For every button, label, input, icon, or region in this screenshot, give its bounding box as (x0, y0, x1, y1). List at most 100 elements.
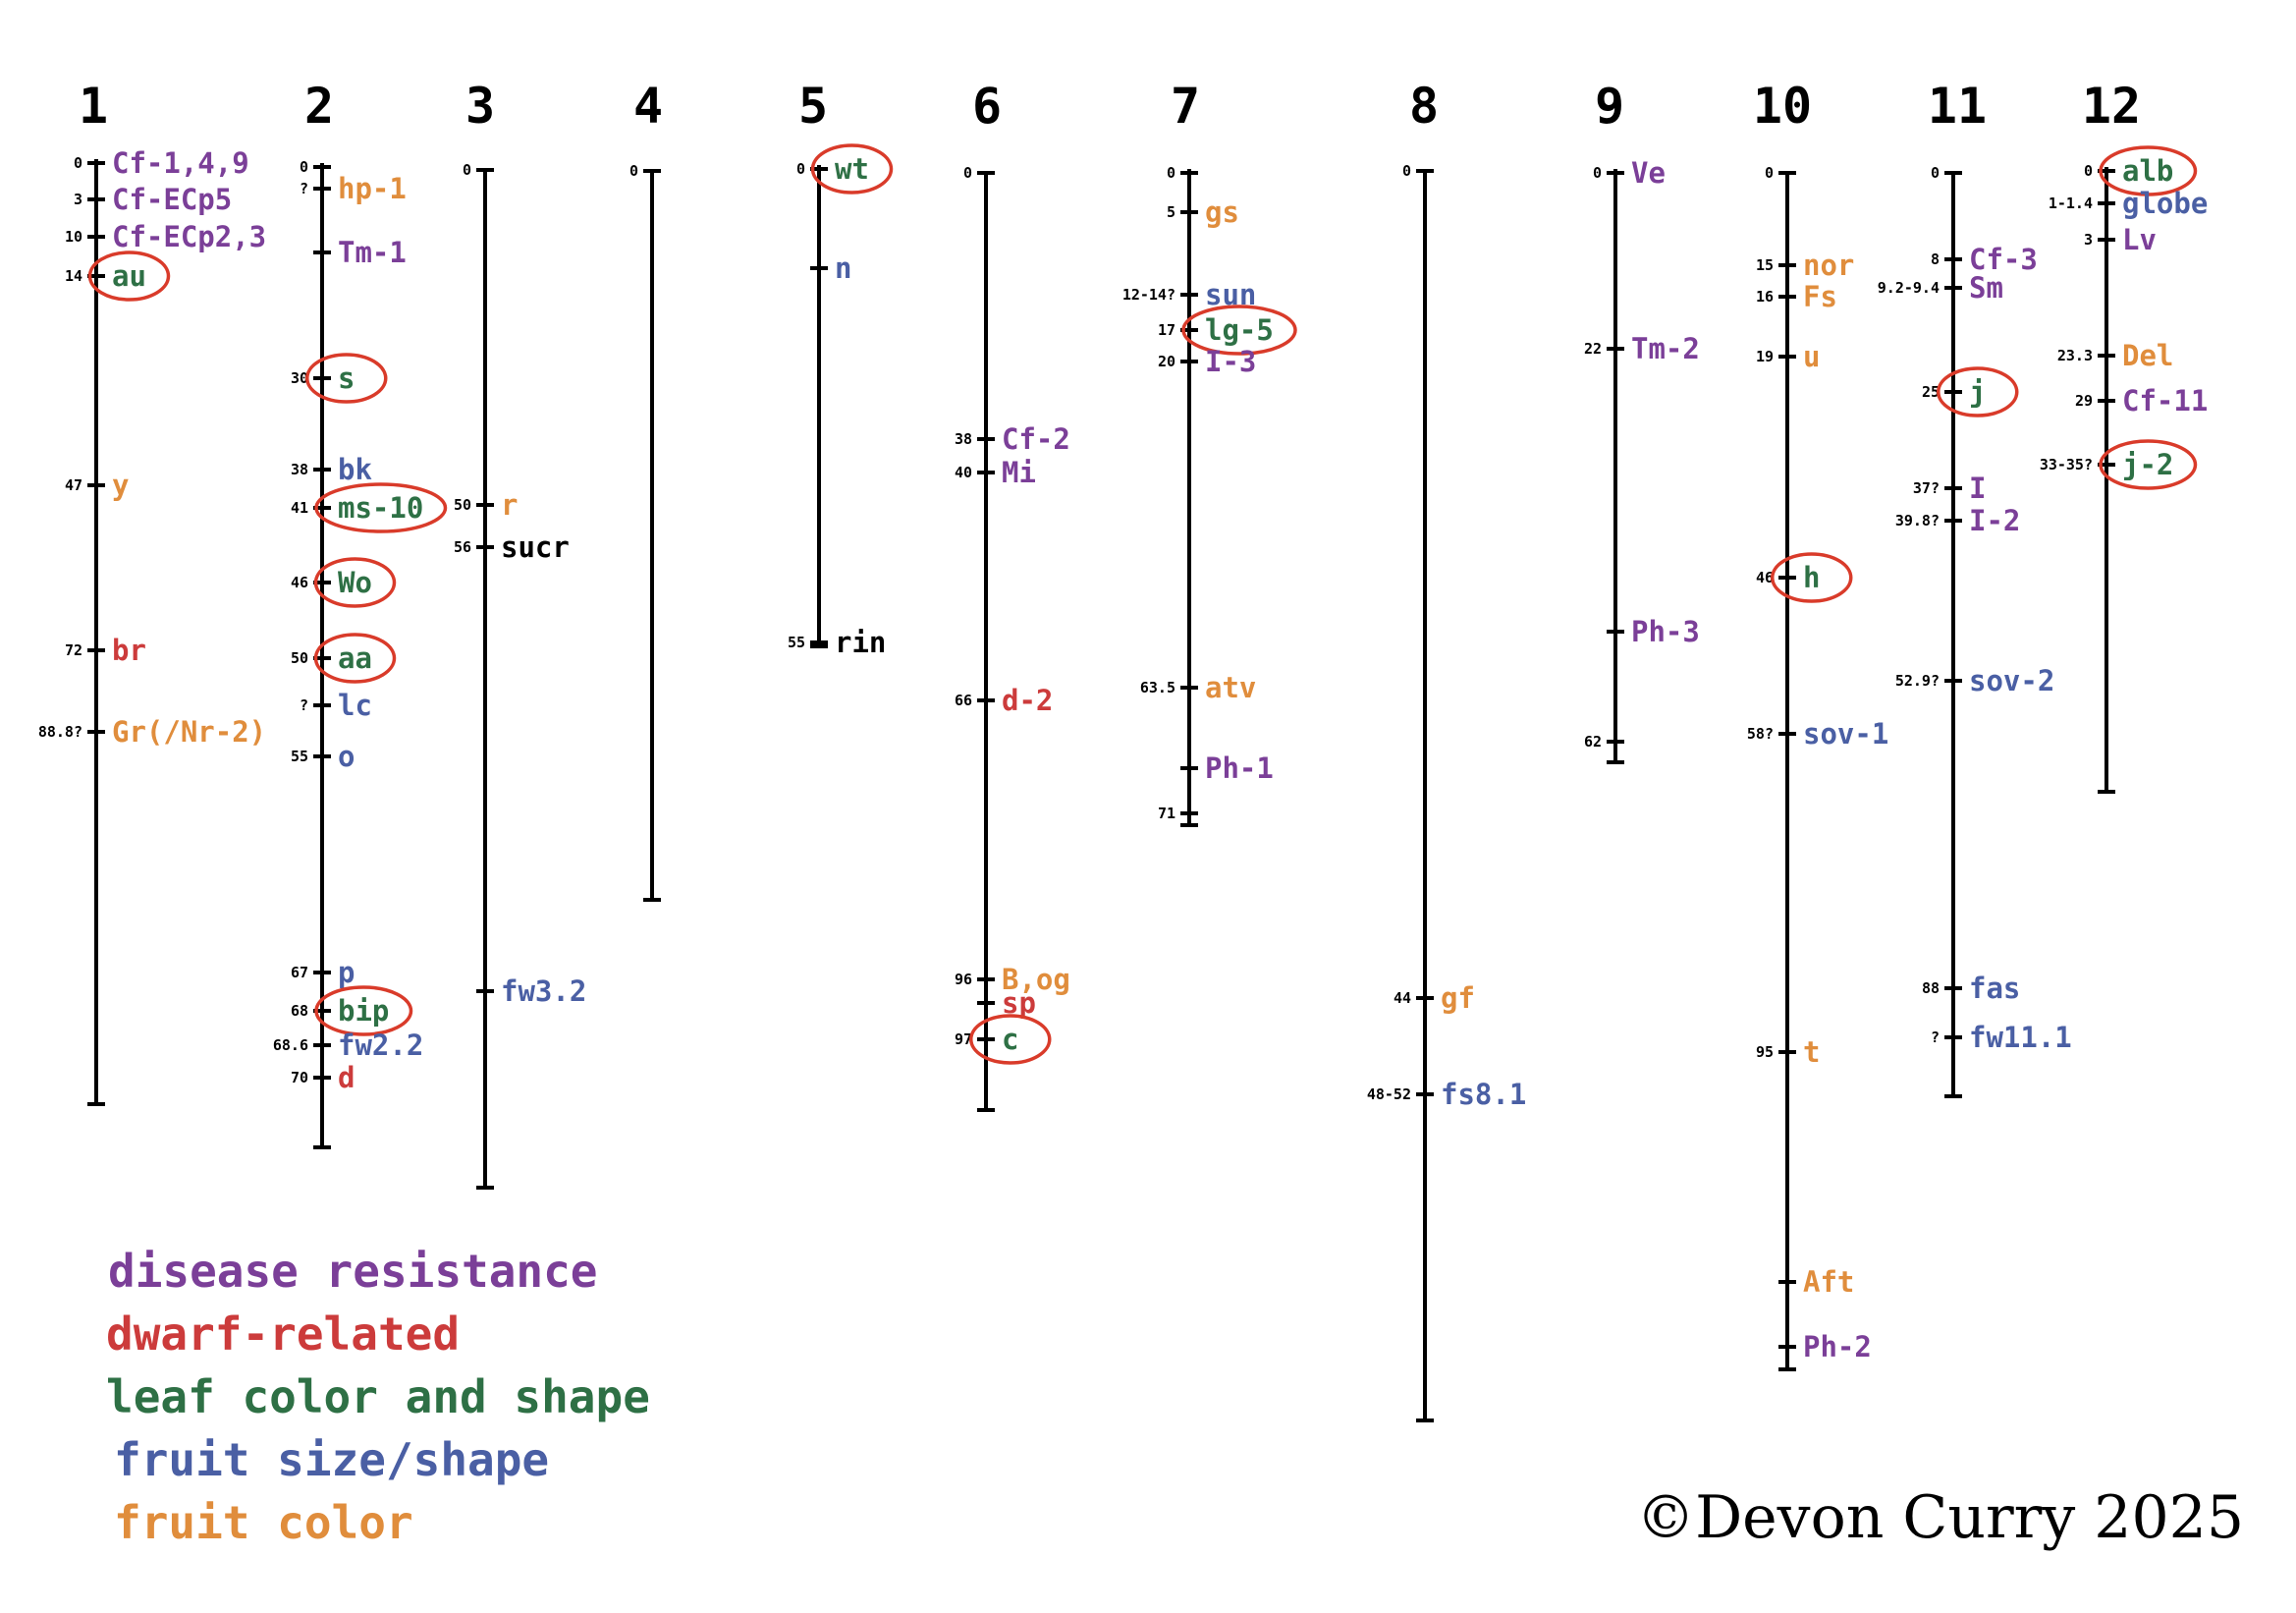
position-label: 55 (788, 634, 805, 651)
gene-label: o (338, 740, 355, 773)
position-label: 58? (1747, 725, 1774, 743)
position-label: 44 (1394, 989, 1411, 1007)
gene-mi: 40 Mi (955, 456, 1036, 489)
gene-lg-5: 17 lg-5 (1158, 305, 1297, 356)
chromosome-number: 12 (2082, 78, 2141, 135)
gene-i-2: 39.8? I-2 (1895, 504, 2021, 537)
gene-label: fw2.2 (338, 1029, 423, 1062)
gene-label: sucr (501, 530, 570, 564)
highlight-circle (1937, 366, 2019, 417)
position-label: 0 (796, 160, 805, 178)
gene-r: 50 r (454, 488, 519, 522)
position-label: 68.6 (273, 1036, 308, 1054)
gene-label: Cf-ECp2,3 (112, 220, 266, 253)
gene-pos-0: 0 (300, 158, 331, 176)
position-label: 46 (1756, 569, 1774, 586)
gene-label: bk (338, 453, 372, 486)
chromosome-number: 6 (972, 78, 1002, 135)
position-label: 0 (963, 164, 972, 182)
position-label: 33-35? (2040, 456, 2093, 473)
gene-cf-ecp2-3: 10 Cf-ECp2,3 (65, 220, 266, 253)
gene-br: 72 br (65, 634, 146, 667)
gene-j: 25 j (1922, 366, 2019, 417)
gene-label: Mi (1002, 456, 1036, 489)
gene-bip: 68 bip (291, 985, 413, 1036)
gene-label: Cf-3 (1969, 243, 2038, 276)
highlight-circle (1181, 305, 1297, 356)
gene-label: Cf-2 (1002, 422, 1070, 456)
gene-cf-ecp5: 3 Cf-ECp5 (74, 183, 232, 216)
position-label: 56 (454, 538, 471, 556)
gene-atv: 63.5 atv (1140, 671, 1257, 704)
position-label: 0 (463, 161, 471, 179)
position-label: 41 (291, 499, 308, 517)
gene-cf-2: 38 Cf-2 (955, 422, 1070, 456)
gene-label: d-2 (1002, 684, 1053, 717)
gene-fw3-2: fw3.2 (476, 974, 586, 1008)
gene-label: fw11.1 (1969, 1021, 2072, 1054)
chromosome-number: 1 (79, 78, 108, 135)
gene-j-2: 33-35? j-2 (2040, 439, 2198, 490)
gene-label: Lv (2122, 223, 2157, 256)
credit-text: ©Devon Curry 2025 (1636, 1483, 2244, 1552)
position-label: 63.5 (1140, 679, 1175, 696)
position-label: 66 (955, 692, 972, 709)
gene-label: gf (1441, 981, 1475, 1015)
gene-label: B,og (1002, 963, 1070, 996)
position-label: 12-14? (1122, 286, 1175, 304)
position-label: 22 (1584, 340, 1602, 358)
position-label: 0 (1765, 164, 1774, 182)
gene-i-3: 20 I-3 (1158, 345, 1256, 378)
gene-label: y (112, 469, 129, 502)
position-label: 55 (291, 748, 308, 765)
gene-label: alb (2122, 154, 2173, 188)
position-label: 0 (1402, 162, 1411, 180)
highlight-circle (313, 633, 397, 684)
gene-del: 23.3 Del (2057, 339, 2174, 372)
gene-aft: Aft (1778, 1265, 1854, 1299)
position-label: 17 (1158, 321, 1175, 339)
chromosome-11: 11 0 8 Cf-3 9.2-9.4 Sm 25 j 37? I 39.8? I-2 52.9? sov… (1878, 78, 2072, 1098)
gene-label: Sm (1969, 271, 2003, 305)
position-label: ? (300, 696, 308, 714)
chromosome-number: 9 (1595, 78, 1624, 135)
gene-label: bip (338, 994, 389, 1028)
position-label: 96 (955, 971, 972, 988)
position-label: 5 (1167, 203, 1175, 221)
gene-fas: 88 fas (1922, 972, 2020, 1005)
position-label: 38 (955, 430, 972, 448)
gene-pos-62: 62 (1584, 733, 1624, 751)
chromosome-number: 10 (1753, 78, 1812, 135)
chromosome-2: 2 0? hp-1 Tm-1 30 s 38 bk 41 ms-10 46 Wo 50 aa? lc 55 o 6… (273, 78, 448, 1149)
position-label: 62 (1584, 733, 1602, 751)
position-label: 37? (1913, 479, 1940, 497)
gene-p: 67 p (291, 956, 355, 989)
position-label: 0 (1593, 164, 1602, 182)
gene-t: 95 t (1756, 1035, 1821, 1069)
gene-label: Cf-ECp5 (112, 183, 232, 216)
gene-alb: 0 alb (2084, 145, 2198, 196)
gene-b-og: 96 B,og (955, 963, 1070, 996)
gene-label: fas (1969, 972, 2020, 1005)
highlight-circle (2099, 439, 2198, 490)
highlight-circle (2099, 145, 2198, 196)
position-label: 0 (2084, 162, 2093, 180)
chromosome-number: 11 (1928, 78, 1987, 135)
gene-ve: 0 Ve (1593, 156, 1666, 190)
chromosome-4: 40 (629, 78, 663, 902)
gene-label: Ph-1 (1205, 751, 1274, 785)
gene-fs8-1: 48-52 fs8.1 (1367, 1078, 1526, 1111)
gene-label: br (112, 634, 146, 667)
gene-rin: 55 rin (788, 626, 886, 659)
gene-label: aa (338, 641, 372, 675)
gene-label: fs8.1 (1441, 1078, 1526, 1111)
position-label: 48-52 (1367, 1085, 1411, 1103)
gene-globe: 1-1.4 globe (2049, 187, 2208, 220)
position-label: 50 (454, 496, 471, 514)
chromosome-number: 3 (465, 78, 495, 135)
gene-label: p (338, 956, 355, 989)
gene-gf: 44 gf (1394, 981, 1475, 1015)
gene-d: 70 d (291, 1061, 355, 1094)
gene-label: globe (2122, 187, 2208, 220)
